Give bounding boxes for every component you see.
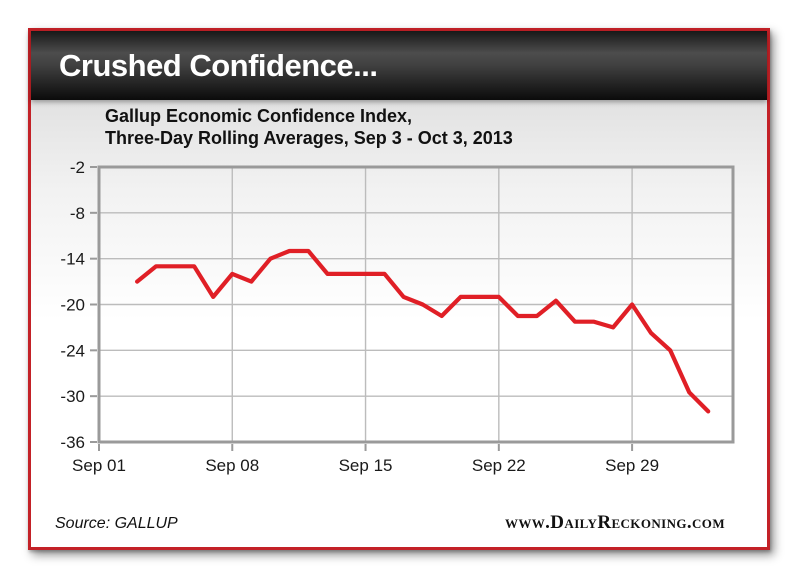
x-axis-tick-label: Sep 22 xyxy=(472,456,526,475)
chart-card: Crushed Confidence... Gallup Economic Co… xyxy=(28,28,770,550)
y-axis-tick-label: -20 xyxy=(60,296,85,315)
chart-subtitle-line2: Three-Day Rolling Averages, Sep 3 - Oct … xyxy=(105,128,513,148)
x-axis-tick-label: Sep 15 xyxy=(339,456,393,475)
x-axis-tick-label: Sep 29 xyxy=(605,456,659,475)
y-axis-tick-label: -14 xyxy=(60,250,85,269)
y-axis-tick-label: -8 xyxy=(70,204,85,223)
chart-subtitle-line1: Gallup Economic Confidence Index, xyxy=(105,106,413,126)
website-text: www.DailyReckoning.com xyxy=(504,512,725,533)
x-axis-tick-label: Sep 01 xyxy=(72,456,126,475)
y-axis-tick-label: -2 xyxy=(70,158,85,177)
plot-border xyxy=(97,165,735,444)
chart-subtitle: Gallup Economic Confidence Index, Three-… xyxy=(105,105,513,149)
chart-headline: Crushed Confidence... xyxy=(59,47,378,83)
y-axis-tick-label: -24 xyxy=(60,341,85,360)
header-bar: Crushed Confidence... xyxy=(31,31,767,100)
confidence-line xyxy=(135,248,711,414)
line-chart: -2 -8 -14 -20 -24 -30 -36 Sep 01 Sep 08 Sep 15 Sep… xyxy=(60,158,735,475)
footer: Source: GALLUP www.DailyReckoning.com xyxy=(55,512,725,534)
source-label: Source: GALLUP xyxy=(55,515,178,532)
x-axis-tick-label: Sep 08 xyxy=(205,456,259,475)
y-axis-tick-label: -30 xyxy=(60,387,85,406)
y-axis-tick-label: -36 xyxy=(60,433,85,452)
